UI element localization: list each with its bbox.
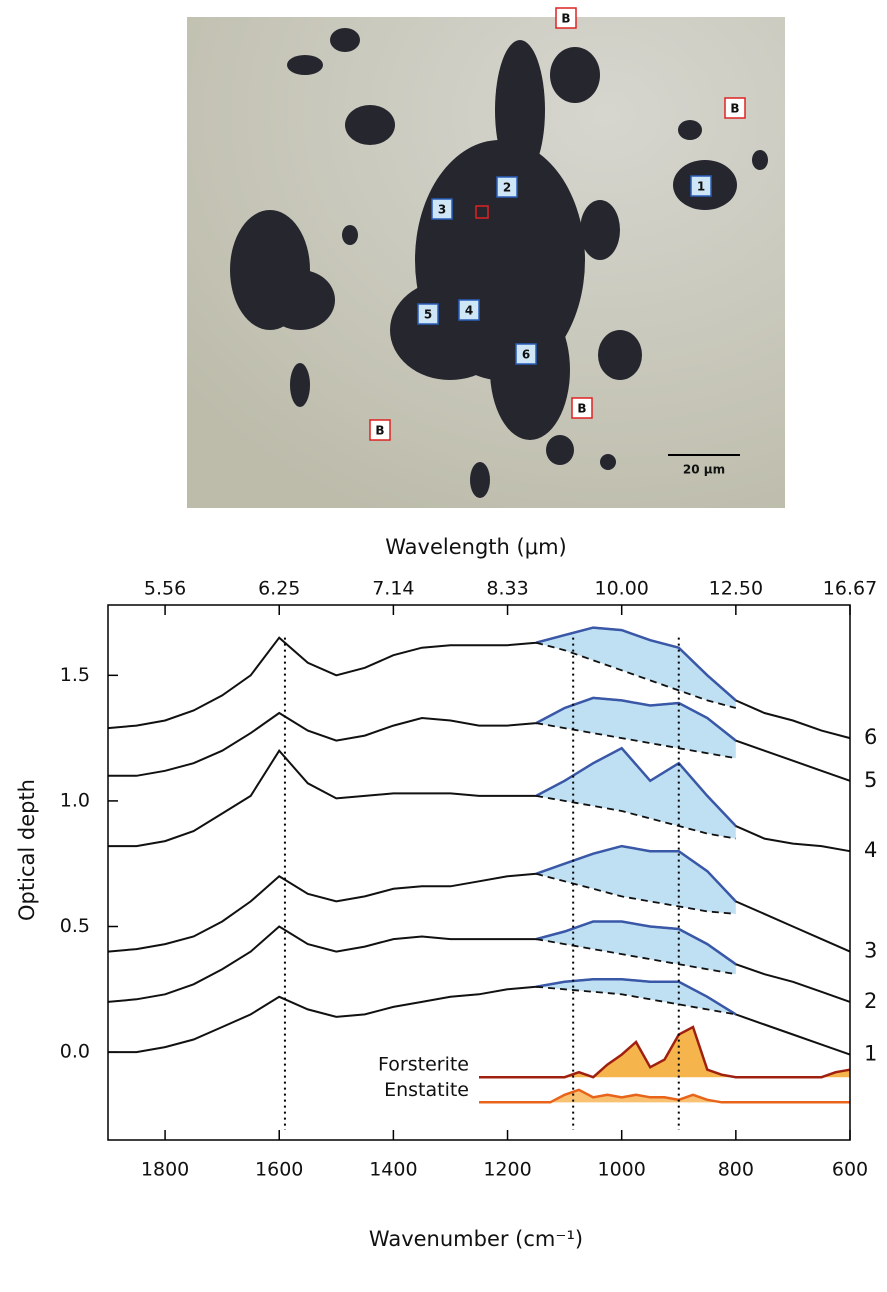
x-tick-label: 1600 <box>255 1159 303 1181</box>
spot-label: 6 <box>522 348 530 362</box>
continuum-line <box>536 985 736 1016</box>
feature-area <box>536 748 736 839</box>
spot-markers: 1 2 3 4 5 6 <box>417 175 712 365</box>
x2-axis-title: Wavelength (μm) <box>385 535 566 559</box>
feature-area <box>536 846 736 914</box>
spectrum-line <box>107 626 851 740</box>
continuum-line <box>535 872 736 915</box>
x2-tick-label: 8.33 <box>486 578 528 600</box>
background-label: B <box>561 12 570 26</box>
spectrum-line <box>108 978 851 1056</box>
x-tick-label: 1800 <box>141 1159 189 1181</box>
feature-area <box>536 921 736 975</box>
background-label: B <box>375 424 384 438</box>
x-tick-label: 1400 <box>369 1159 417 1181</box>
x-tick-label: 600 <box>832 1159 868 1181</box>
feature-area <box>536 979 736 1015</box>
spectrum-line <box>108 696 851 782</box>
series-label: 1 <box>864 1042 877 1066</box>
feature-line <box>536 920 736 966</box>
series-label: 5 <box>864 768 877 792</box>
continuum-line <box>535 938 736 976</box>
feature-area <box>536 697 736 759</box>
x-tick-label: 800 <box>718 1159 754 1181</box>
spot-label: 5 <box>424 308 432 322</box>
background-markers: B B B B <box>369 7 746 441</box>
feature-area <box>536 627 736 708</box>
plot-frame <box>107 604 851 1141</box>
background-label: B <box>730 102 739 116</box>
spectrum-line <box>107 845 851 953</box>
x2-tick-label: 16.67 <box>823 578 877 600</box>
series-label: 6 <box>864 725 877 749</box>
spot-label: 3 <box>438 203 446 217</box>
reference-label: Enstatite <box>384 1079 469 1101</box>
spot-label: 1 <box>697 180 705 194</box>
y-tick-label: 1.0 <box>60 789 90 811</box>
x2-tick-label: 12.50 <box>709 578 763 600</box>
x-tick-label: 1200 <box>483 1159 531 1181</box>
feature-line <box>536 626 736 702</box>
reference-line <box>479 1025 851 1079</box>
spectrum-line <box>107 920 851 1003</box>
scale-bar-label: 20 μm <box>683 463 725 477</box>
feature-line <box>536 696 736 742</box>
series-label: 4 <box>864 838 877 862</box>
spot-label: 4 <box>465 304 473 318</box>
continuum-line <box>535 795 736 840</box>
spot-label: 2 <box>503 181 511 195</box>
spectrum-line <box>108 746 851 853</box>
reference-line <box>479 1088 850 1104</box>
series-label: 2 <box>864 989 877 1013</box>
y-axis-title: Optical depth <box>15 779 39 921</box>
x-tick-label: 1000 <box>598 1159 646 1181</box>
feature-line <box>536 746 736 828</box>
feature-line <box>536 977 736 1016</box>
x-axis-title: Wavenumber (cm⁻¹) <box>369 1227 583 1251</box>
x2-tick-label: 5.56 <box>144 578 186 600</box>
y-tick-label: 0.0 <box>60 1041 90 1063</box>
background-label: B <box>577 402 586 416</box>
x2-tick-label: 10.00 <box>594 578 648 600</box>
reference-area <box>479 1027 850 1078</box>
x2-tick-label: 6.25 <box>258 578 300 600</box>
series-label: 3 <box>864 939 877 963</box>
continuum-line <box>535 722 736 760</box>
reference-label: Forsterite <box>378 1054 469 1076</box>
feature-line <box>536 844 736 903</box>
x2-tick-label: 7.14 <box>372 578 414 600</box>
y-tick-label: 0.5 <box>60 915 90 937</box>
y-tick-label: 1.5 <box>60 664 90 686</box>
micrograph: 20 μm B B B B 1 2 3 4 5 6 <box>187 7 785 508</box>
